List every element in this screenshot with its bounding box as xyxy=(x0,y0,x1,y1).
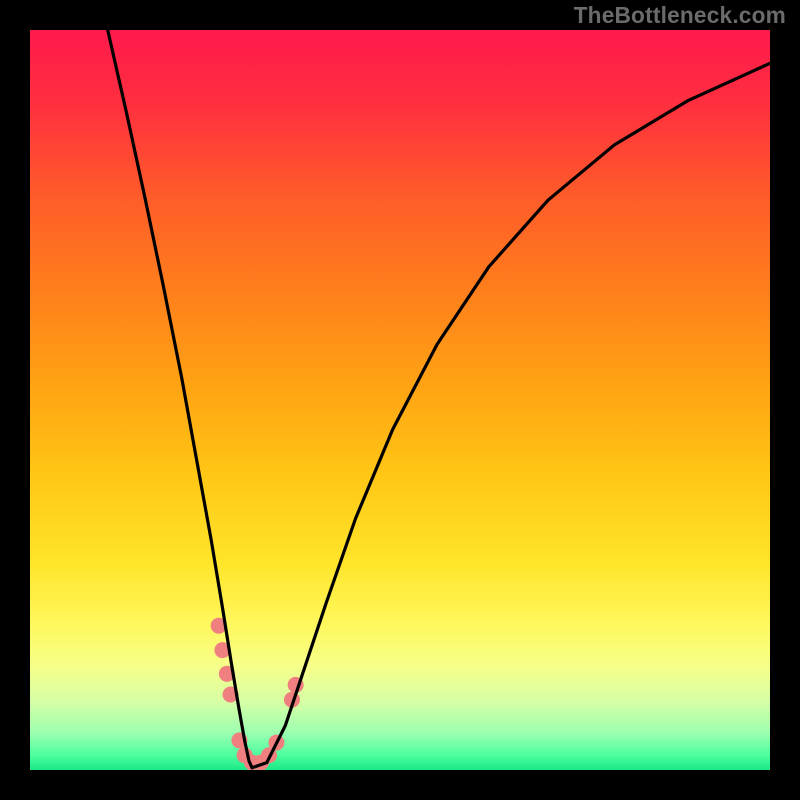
curve-left xyxy=(108,30,252,768)
watermark-text: TheBottleneck.com xyxy=(574,2,786,29)
curve-layer xyxy=(30,30,770,770)
threshold-markers xyxy=(211,618,304,770)
bottleneck-curve xyxy=(108,30,770,768)
curve-right xyxy=(252,63,770,767)
chart-frame: TheBottleneck.com xyxy=(0,0,800,800)
plot-area xyxy=(30,30,770,770)
